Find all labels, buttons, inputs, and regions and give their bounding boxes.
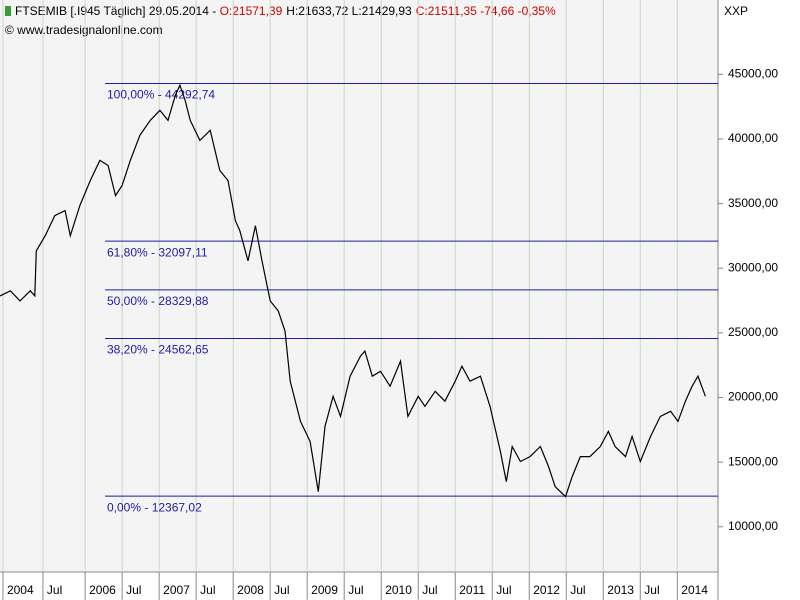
x-tick-label: Jul (126, 583, 141, 597)
x-tick-label: 2011 (459, 583, 485, 597)
y-tick-label: 15000,00 (728, 454, 778, 468)
fib-label: 61,80% - 32097,11 (107, 245, 208, 259)
x-tick-label: Jul (644, 583, 659, 597)
price-line (0, 83, 706, 498)
x-tick-label: 2010 (385, 583, 412, 597)
x-tick-label: Jul (200, 583, 215, 597)
y-tick-label: 25000,00 (728, 325, 778, 339)
x-tick-label: 2012 (533, 583, 560, 597)
x-tick-label: 2007 (163, 583, 190, 597)
high-low: H:21633,72 L:21429,93 (286, 4, 412, 18)
y-tick-label: 35000,00 (728, 196, 778, 210)
y-tick-label: 10000,00 (728, 519, 778, 533)
x-tick-label: Jul (348, 583, 363, 597)
plot: 100,00% - 44292,74 61,80% - 32097,11 50,00… (0, 82, 718, 514)
plot-area (0, 0, 718, 572)
fib-label: 100,00% - 44292,74 (107, 88, 215, 102)
icon (5, 6, 11, 16)
x-tick-label: 2006 (89, 583, 116, 597)
source: © www.tradesignalonline.com (5, 23, 163, 37)
x-tick-label: Jul (274, 583, 289, 597)
fib-label: 38,20% - 24562,65 (107, 343, 209, 357)
x-tick-label: 2004 (7, 583, 34, 597)
x-tick-label: Jul (570, 583, 585, 597)
fib-label: 50,00% - 28329,88 (107, 294, 209, 308)
close: C:21511,35 -74,66 -0,35% (416, 4, 556, 18)
instrument: FTSEMIB [.I945 Täglich] 29.05.2014 - (15, 4, 220, 18)
axis-area (718, 0, 800, 600)
x-tick-label: 2009 (311, 583, 338, 597)
x-tick-label: Jul (47, 583, 62, 597)
x-tick-label: 2013 (607, 583, 634, 597)
y-tick-label: 20000,00 (728, 390, 778, 404)
x-tick-label: 2008 (237, 583, 264, 597)
y-tick-label: 30000,00 (728, 260, 778, 274)
x-tick-label: 2014 (681, 583, 708, 597)
currency: XXP (724, 4, 748, 18)
grid (2, 0, 678, 572)
open: O:21571,39 (220, 4, 283, 18)
x-tick-label: Jul (496, 583, 511, 597)
y-tick-label: 45000,00 (728, 66, 778, 80)
fib-label: 0,00% - 12367,02 (107, 500, 202, 514)
header-line: FTSEMIB [.I945 Täglich] 29.05.2014 - O:2… (15, 4, 556, 18)
x-tick-label: Jul (422, 583, 437, 597)
y-tick-label: 40000,00 (728, 131, 778, 145)
